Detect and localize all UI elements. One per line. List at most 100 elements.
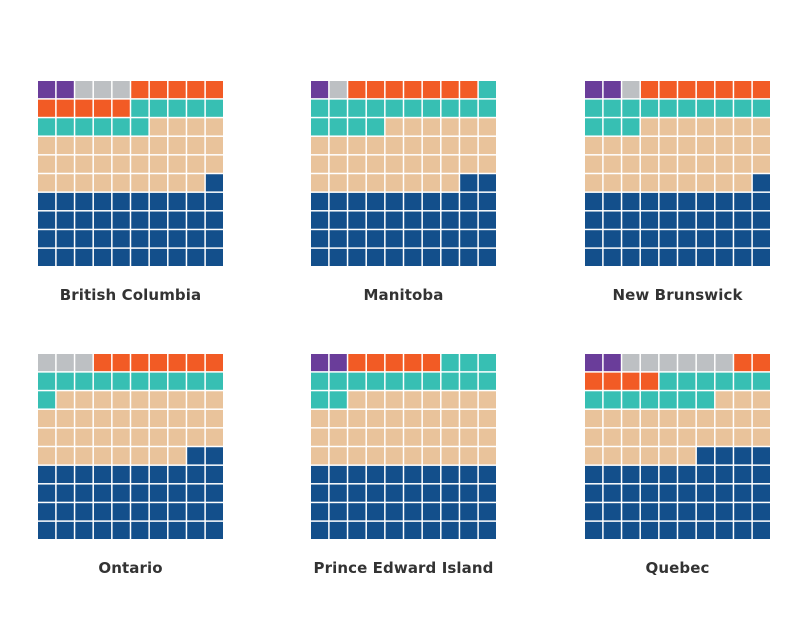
waffle-cell [311,447,329,465]
waffle-cell [329,465,347,484]
waffle-cell [311,372,329,390]
waffle-cell [131,192,149,211]
waffle-cell [404,465,422,484]
waffle-cell [348,484,366,502]
waffle-cell [603,447,621,465]
waffle-cell [659,155,677,173]
waffle-cell [385,211,403,229]
waffle-cell [385,372,403,390]
waffle-cell [131,521,149,539]
waffle-cell [752,136,770,155]
waffle-cell [603,118,621,136]
waffle-cell [149,136,168,155]
waffle-cell [678,211,696,229]
waffle-cell [329,354,347,372]
waffle-cell [205,354,223,372]
waffle-cell [752,503,770,521]
waffle-cell [460,118,478,136]
waffle-cell [585,211,603,229]
waffle-cell [112,465,130,484]
waffle-cell [311,409,329,428]
waffle-cell [603,503,621,521]
waffle-cell [585,447,603,465]
waffle-cell [752,211,770,229]
waffle-cell [329,391,347,409]
waffle-cell [385,192,403,211]
waffle-cell [460,354,478,372]
waffle-cell [348,99,366,117]
waffle-cell [478,391,496,409]
waffle-cell [585,174,603,192]
waffle-cell [56,136,74,155]
waffle-cell [441,354,459,372]
waffle-cell [348,118,366,136]
waffle-cell [311,354,329,372]
waffle-cell [585,192,603,211]
waffle-cell [112,409,130,428]
waffle-cell [696,391,715,409]
waffle-cell [715,211,733,229]
waffle-cell [366,192,385,211]
waffle-cell [696,521,715,539]
waffle-cell [640,248,659,266]
waffle-cell [311,521,329,539]
waffle-cell [205,211,223,229]
waffle-cell [149,447,168,465]
waffle-cell [56,372,74,390]
waffle-cell [404,409,422,428]
waffle-cell [149,521,168,539]
waffle-cell [168,118,186,136]
waffle-cell [603,409,621,428]
waffle-grid [585,354,770,539]
waffle-cell [38,248,56,266]
waffle-cell [348,521,366,539]
waffle-cell [56,99,74,117]
waffle-cell [404,192,422,211]
waffle-cell [168,136,186,155]
waffle-cell [187,99,205,117]
waffle-cell [422,136,441,155]
waffle-cell [659,211,677,229]
waffle-cell [131,391,149,409]
waffle-cell [585,409,603,428]
waffle-cell [422,372,441,390]
waffle-cell [112,192,130,211]
waffle-cell [734,192,752,211]
waffle-cell [187,192,205,211]
waffle-cell [131,354,149,372]
waffle-cell [460,81,478,99]
waffle-cell [112,99,130,117]
waffle-cell [659,99,677,117]
waffle-cell [75,211,93,229]
waffle-cell [696,155,715,173]
waffle-cell [622,99,640,117]
waffle-cell [205,192,223,211]
chart-title: New Brunswick [612,286,743,304]
waffle-cell [640,136,659,155]
waffle-cell [603,521,621,539]
waffle-cell [734,248,752,266]
waffle-cell [640,230,659,248]
waffle-cell [168,174,186,192]
waffle-cell [715,192,733,211]
waffle-cell [149,99,168,117]
waffle-cell [366,521,385,539]
waffle-cell [441,155,459,173]
waffle-cell [112,503,130,521]
waffle-cell [93,99,112,117]
waffle-cell [112,354,130,372]
waffle-cell [622,521,640,539]
waffle-cell [385,484,403,502]
waffle-cell [205,409,223,428]
waffle-cell [678,465,696,484]
waffle-cell [385,503,403,521]
waffle-cell [366,118,385,136]
waffle-cell [329,372,347,390]
waffle-cell [168,230,186,248]
waffle-cell [622,174,640,192]
waffle-cell [715,372,733,390]
waffle-cell [205,174,223,192]
waffle-cell [75,465,93,484]
waffle-cell [404,136,422,155]
waffle-cell [404,354,422,372]
